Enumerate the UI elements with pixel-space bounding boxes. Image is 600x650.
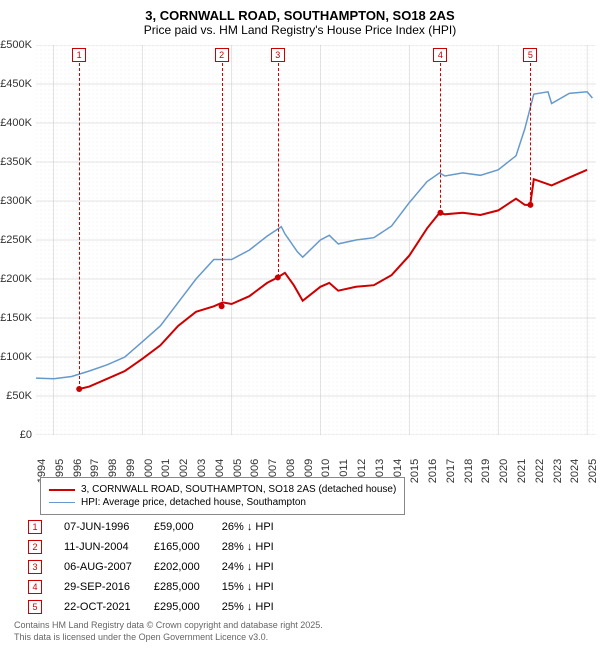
chart-area: £0£50K£100K£150K£200K£250K£300K£350K£400… — [36, 45, 596, 435]
sale-diff: 28% ↓ HPI — [212, 538, 284, 556]
x-tick-label: 2021 — [516, 459, 528, 483]
footer: Contains HM Land Registry data © Crown c… — [14, 619, 323, 644]
sale-date: 22-OCT-2021 — [54, 598, 142, 616]
footer-line1: Contains HM Land Registry data © Crown c… — [14, 619, 323, 632]
x-tick-label: 2019 — [480, 459, 492, 483]
sale-marker-icon: 4 — [28, 580, 42, 594]
table-row: 4 29-SEP-2016£285,00015% ↓ HPI — [18, 578, 284, 596]
sale-diff: 24% ↓ HPI — [212, 558, 284, 576]
x-tick-label: 2024 — [569, 459, 581, 483]
legend-item: HPI: Average price, detached house, Sout… — [49, 497, 396, 508]
legend-swatch — [49, 502, 75, 504]
legend-item: 3, CORNWALL ROAD, SOUTHAMPTON, SO18 2AS … — [49, 484, 396, 495]
x-tick-label: 2022 — [534, 459, 546, 483]
marker-box: 4 — [433, 48, 447, 62]
table-row: 5 22-OCT-2021£295,00025% ↓ HPI — [18, 598, 284, 616]
table-row: 1 07-JUN-1996£59,00026% ↓ HPI — [18, 518, 284, 536]
x-tick-label: 2023 — [552, 459, 564, 483]
chart-title: 3, CORNWALL ROAD, SOUTHAMPTON, SO18 2AS — [0, 0, 600, 23]
sale-date: 06-AUG-2007 — [54, 558, 142, 576]
sale-diff: 25% ↓ HPI — [212, 598, 284, 616]
x-tick-label: 2020 — [498, 459, 510, 483]
marker-box: 1 — [72, 48, 86, 62]
legend-label: 3, CORNWALL ROAD, SOUTHAMPTON, SO18 2AS … — [81, 484, 396, 495]
x-tick-label: 2016 — [427, 459, 439, 483]
sale-diff: 15% ↓ HPI — [212, 578, 284, 596]
y-tick-label: £50K — [6, 390, 32, 402]
sale-date: 29-SEP-2016 — [54, 578, 142, 596]
marker-line — [440, 63, 441, 213]
sale-marker-icon: 5 — [28, 600, 42, 614]
marker-line — [278, 63, 279, 277]
chart-subtitle: Price paid vs. HM Land Registry's House … — [0, 23, 600, 41]
legend-label: HPI: Average price, detached house, Sout… — [81, 497, 306, 508]
sale-date: 07-JUN-1996 — [54, 518, 142, 536]
sales-table: 1 07-JUN-1996£59,00026% ↓ HPI 2 11-JUN-2004… — [16, 516, 286, 618]
y-tick-label: £500K — [0, 39, 32, 51]
marker-line — [222, 63, 223, 306]
sale-price: £59,000 — [144, 518, 210, 536]
x-tick-label: 2017 — [445, 459, 457, 483]
sale-diff: 26% ↓ HPI — [212, 518, 284, 536]
y-tick-label: £350K — [0, 156, 32, 168]
table-row: 3 06-AUG-2007£202,00024% ↓ HPI — [18, 558, 284, 576]
x-axis-labels: 1994199519961997199819992000200120022003… — [36, 435, 596, 477]
y-tick-label: £300K — [0, 195, 32, 207]
chart-plot — [36, 45, 596, 435]
marker-box: 3 — [271, 48, 285, 62]
y-tick-label: £400K — [0, 117, 32, 129]
sale-marker-icon: 1 — [28, 520, 42, 534]
marker-box: 5 — [523, 48, 537, 62]
x-tick-label: 2025 — [587, 459, 599, 483]
x-tick-label: 2015 — [409, 459, 421, 483]
sale-price: £165,000 — [144, 538, 210, 556]
sale-price: £202,000 — [144, 558, 210, 576]
footer-line2: This data is licensed under the Open Gov… — [14, 631, 323, 644]
y-tick-label: £450K — [0, 78, 32, 90]
sale-date: 11-JUN-2004 — [54, 538, 142, 556]
table-row: 2 11-JUN-2004£165,00028% ↓ HPI — [18, 538, 284, 556]
sale-price: £295,000 — [144, 598, 210, 616]
marker-line — [79, 63, 80, 389]
x-tick-label: 2018 — [463, 459, 475, 483]
sale-marker-icon: 2 — [28, 540, 42, 554]
sale-price: £285,000 — [144, 578, 210, 596]
legend: 3, CORNWALL ROAD, SOUTHAMPTON, SO18 2AS … — [40, 477, 405, 515]
y-tick-label: £200K — [0, 273, 32, 285]
y-axis-labels: £0£50K£100K£150K£200K£250K£300K£350K£400… — [0, 45, 36, 435]
y-tick-label: £250K — [0, 234, 32, 246]
y-tick-label: £150K — [0, 312, 32, 324]
legend-swatch — [49, 489, 75, 491]
sale-marker-icon: 3 — [28, 560, 42, 574]
marker-line — [530, 63, 531, 205]
y-tick-label: £0 — [20, 429, 32, 441]
marker-box: 2 — [215, 48, 229, 62]
y-tick-label: £100K — [0, 351, 32, 363]
